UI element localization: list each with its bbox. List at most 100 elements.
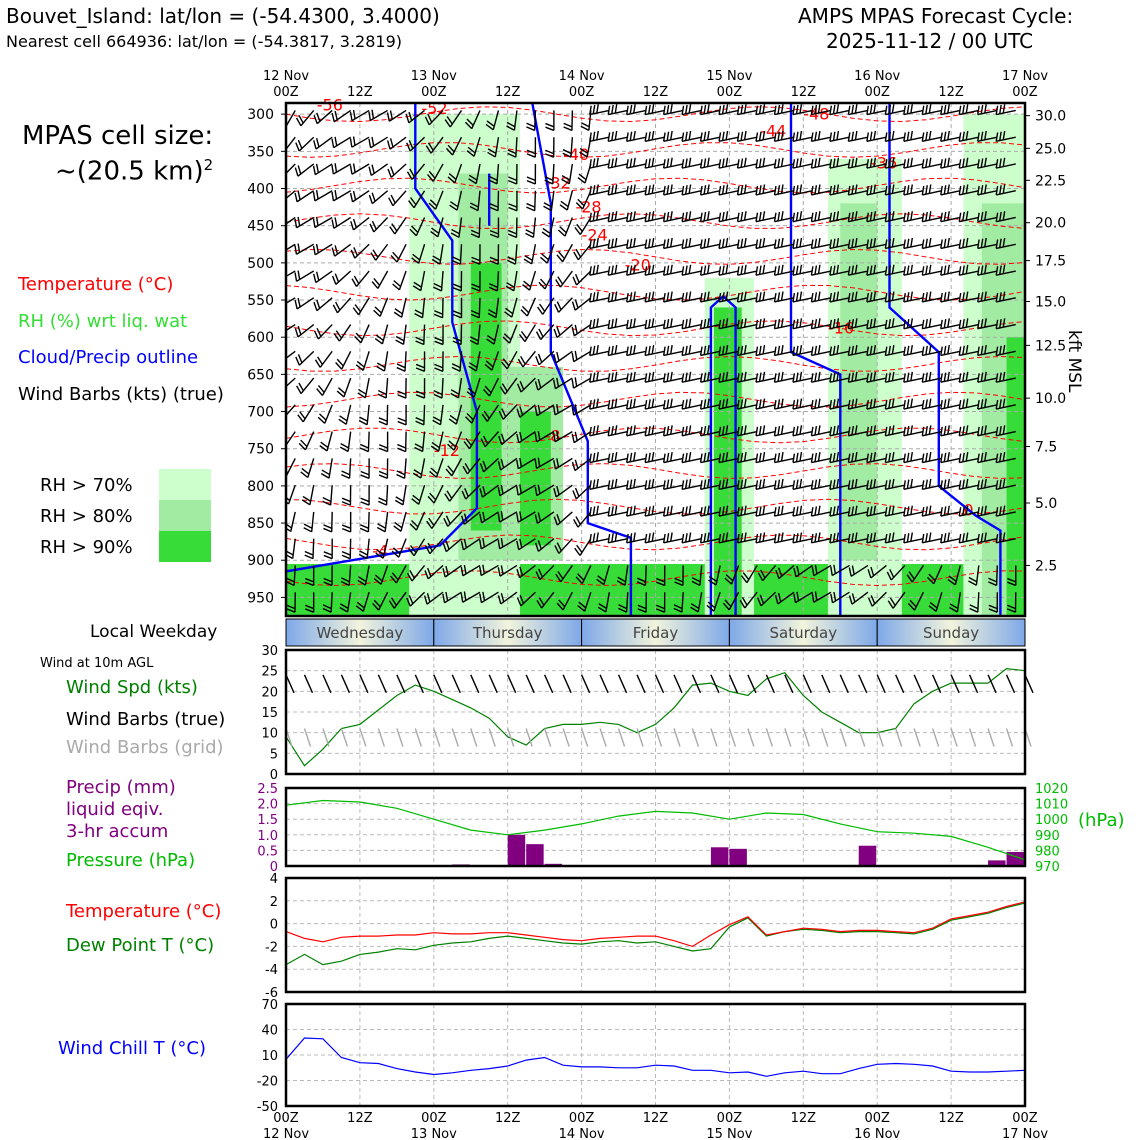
wind-barb-feather [684, 479, 688, 489]
wind-barb-feather [758, 426, 762, 436]
wind-barb-shaft [940, 270, 961, 276]
true-wind-barb [1005, 674, 1016, 694]
wind-barb-feather [277, 299, 278, 308]
wind-barb-feather [684, 506, 688, 516]
y-tick-label: 30 [261, 644, 278, 659]
precip-panel-frame [284, 786, 1027, 868]
wind-barb-feather [614, 157, 618, 167]
wind-barb-feather [910, 130, 914, 140]
wind-barb-feather [736, 159, 740, 169]
wind-barb-shaft [977, 377, 998, 383]
wind-barb-feather [968, 576, 978, 583]
wind-barb-shaft [480, 538, 499, 550]
wind-barb-feather [869, 292, 873, 302]
y-tick-label: 0.5 [257, 844, 278, 859]
wind-barb-feather [721, 318, 725, 329]
wind-barb-shaft [537, 511, 555, 524]
wind-barb-shaft [755, 297, 776, 303]
wind-barb-shaft [832, 591, 850, 604]
wind-barb-shaft [462, 564, 481, 577]
wind-barb-feather [851, 104, 855, 114]
wind-barb-feather [633, 452, 636, 462]
wind-barb-feather [925, 318, 928, 329]
wind-barb-feather [280, 297, 281, 306]
wind-barb-feather [500, 537, 504, 548]
wind-barb-feather [369, 223, 375, 233]
wind-barb-feather [847, 132, 851, 142]
wind-barb-shaft [626, 457, 647, 464]
wind-barb-shaft [645, 323, 665, 330]
wind-barb-feather [718, 400, 722, 410]
wind-barb-feather [795, 211, 799, 222]
wind-barb-feather [810, 426, 814, 436]
wind-barb-feather [829, 480, 833, 490]
wind-barb-feather [319, 445, 328, 452]
wind-barb-feather [349, 111, 353, 121]
wind-barb-feather [965, 237, 969, 248]
wind-barb-feather [740, 345, 744, 355]
wind-barb-feather [626, 453, 629, 463]
wind-barb-shaft [608, 404, 628, 410]
wind-barb-feather [507, 256, 517, 262]
wind-barb-shaft [792, 377, 813, 383]
wind-barb-shaft [774, 163, 795, 169]
wind-barb-feather [445, 591, 449, 601]
wind-barb-feather [340, 442, 349, 449]
wind-barb-feather [470, 309, 480, 315]
wind-barb-feather [847, 400, 851, 410]
wind-barb-feather [596, 505, 599, 515]
wind-barb-feather [888, 158, 892, 168]
wind-barb-feather [359, 416, 368, 422]
wind-barb-shaft [296, 216, 315, 229]
wind-barb-feather [516, 459, 519, 469]
wind-barb-feather [962, 533, 965, 543]
wind-barb-feather [556, 404, 559, 414]
wind-barb-shaft [792, 323, 813, 330]
wind-barb-feather [554, 303, 560, 313]
wind-barb-shaft [811, 377, 832, 383]
wind-barb-feather [736, 373, 740, 383]
wind-barb-feather [411, 225, 419, 233]
wind-barb-feather [297, 243, 301, 253]
wind-barb-shaft [575, 484, 592, 500]
wind-barb-feather [691, 577, 701, 583]
y-tick-label: 70 [261, 998, 278, 1013]
wind-barb-feather [498, 410, 504, 420]
wind-barb-feather [773, 400, 777, 410]
wind-barb-feather [854, 344, 858, 355]
wind-barb-feather [644, 319, 648, 329]
wind-barb-shaft [347, 431, 352, 452]
wind-barb-feather [891, 211, 895, 221]
wind-barb-feather [373, 577, 382, 585]
wind-barb-shaft [517, 511, 536, 523]
wind-barb-shaft [996, 537, 1016, 544]
wind-barb-feather [699, 132, 703, 142]
wind-barb-feather [814, 318, 818, 329]
wind-barb-feather [814, 479, 818, 489]
cell-size-value: ~(20.5 km)2 [55, 156, 213, 187]
wind-barb-shaft [423, 324, 426, 345]
wind-barb-feather [341, 554, 351, 560]
wind-barb-shaft [922, 297, 943, 303]
wind-barb-feather [740, 211, 744, 222]
wind-barb-shaft [315, 270, 333, 284]
wind-barb-shaft [903, 404, 924, 410]
wind-barb-feather [592, 345, 596, 355]
wind-barb-feather [523, 258, 533, 265]
wind-barb-feather [718, 212, 722, 222]
wind-barb-feather [940, 105, 943, 115]
wind-barb-shaft [455, 404, 463, 425]
grid-wind-barb [507, 728, 515, 747]
wind-barb-feather [706, 184, 710, 194]
wind-barb-shaft [351, 163, 370, 175]
wind-barb-feather [925, 452, 928, 462]
wind-barb-shaft [959, 511, 979, 517]
wind-barb-feather [947, 505, 950, 515]
wind-barb-feather [334, 136, 338, 146]
wind-barb-feather [297, 270, 301, 280]
wind-barb-shaft [328, 458, 333, 479]
height-tick-label: 2.5 [1035, 558, 1057, 574]
wind-barb-shaft [435, 458, 444, 478]
wind-barb-shaft [514, 244, 518, 265]
wind-barb-feather [703, 426, 707, 436]
